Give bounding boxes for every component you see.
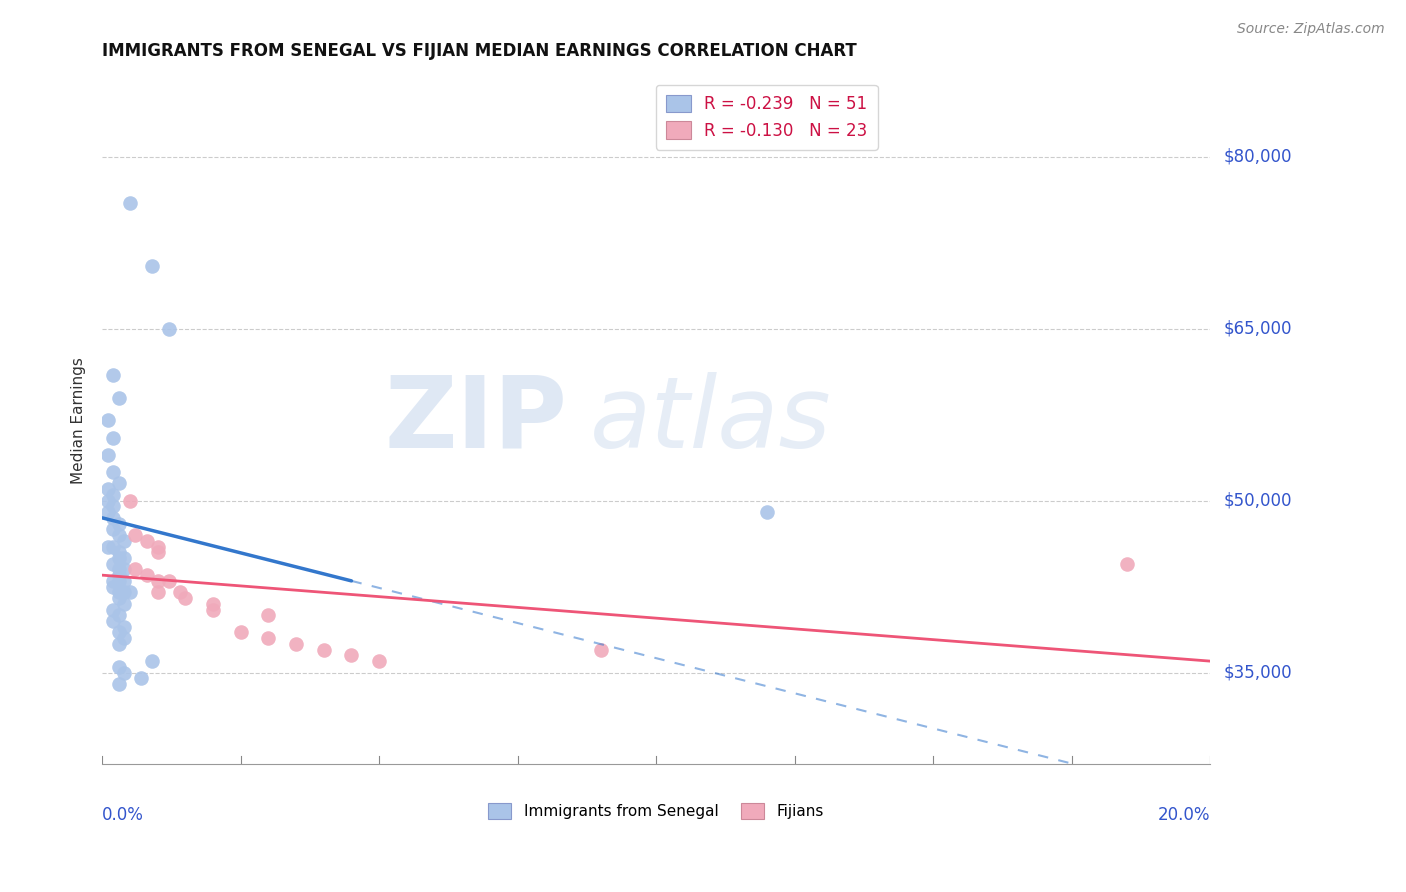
Point xyxy=(201,602,224,616)
Point xyxy=(589,642,612,657)
Point xyxy=(146,545,169,559)
Point xyxy=(112,620,135,634)
Point xyxy=(108,516,131,531)
Point xyxy=(108,562,131,576)
Point xyxy=(312,642,335,657)
Point xyxy=(108,660,131,674)
Point xyxy=(103,431,125,445)
Text: 0.0%: 0.0% xyxy=(103,805,143,823)
Point xyxy=(103,614,125,628)
Point xyxy=(97,413,120,427)
Point xyxy=(97,505,120,519)
Point xyxy=(108,551,131,566)
Text: Source: ZipAtlas.com: Source: ZipAtlas.com xyxy=(1237,22,1385,37)
Text: $65,000: $65,000 xyxy=(1225,319,1292,338)
Point xyxy=(108,637,131,651)
Point xyxy=(97,540,120,554)
Point xyxy=(201,597,224,611)
Point xyxy=(103,488,125,502)
Point xyxy=(103,522,125,536)
Point xyxy=(108,574,131,588)
Point xyxy=(103,500,125,514)
Point xyxy=(108,391,131,405)
Point xyxy=(157,574,180,588)
Point xyxy=(157,322,180,336)
Point xyxy=(108,545,131,559)
Point xyxy=(103,465,125,479)
Point xyxy=(108,625,131,640)
Legend: R = -0.239   N = 51, R = -0.130   N = 23: R = -0.239 N = 51, R = -0.130 N = 23 xyxy=(657,85,877,150)
Point xyxy=(103,602,125,616)
Point xyxy=(118,585,141,599)
Text: atlas: atlas xyxy=(589,372,831,469)
Point xyxy=(112,631,135,645)
Point xyxy=(124,528,146,542)
Text: $50,000: $50,000 xyxy=(1225,491,1292,509)
Point xyxy=(103,511,125,525)
Point xyxy=(257,608,280,623)
Point xyxy=(135,533,157,548)
Point xyxy=(108,476,131,491)
Point xyxy=(118,493,141,508)
Point xyxy=(112,574,135,588)
Point xyxy=(146,585,169,599)
Point xyxy=(103,580,125,594)
Point xyxy=(103,368,125,382)
Point xyxy=(108,568,131,582)
Text: IMMIGRANTS FROM SENEGAL VS FIJIAN MEDIAN EARNINGS CORRELATION CHART: IMMIGRANTS FROM SENEGAL VS FIJIAN MEDIAN… xyxy=(103,42,858,60)
Point xyxy=(340,648,363,663)
Point xyxy=(112,562,135,576)
Point xyxy=(755,505,778,519)
Point xyxy=(108,528,131,542)
Point xyxy=(112,551,135,566)
Point xyxy=(108,585,131,599)
Text: 20.0%: 20.0% xyxy=(1157,805,1211,823)
Point xyxy=(229,625,252,640)
Point xyxy=(141,259,163,273)
Point xyxy=(97,482,120,496)
Point xyxy=(174,591,197,605)
Point xyxy=(103,557,125,571)
Point xyxy=(108,608,131,623)
Point xyxy=(112,533,135,548)
Y-axis label: Median Earnings: Median Earnings xyxy=(72,357,86,483)
Point xyxy=(124,562,146,576)
Point xyxy=(368,654,391,668)
Point xyxy=(97,448,120,462)
Point xyxy=(169,585,191,599)
Point xyxy=(108,591,131,605)
Point xyxy=(103,540,125,554)
Point xyxy=(108,677,131,691)
Text: ZIP: ZIP xyxy=(385,372,568,469)
Text: $35,000: $35,000 xyxy=(1225,664,1292,681)
Text: $80,000: $80,000 xyxy=(1225,148,1292,166)
Point xyxy=(146,574,169,588)
Point xyxy=(1116,557,1139,571)
Point xyxy=(112,585,135,599)
Point xyxy=(97,493,120,508)
Point xyxy=(118,195,141,210)
Point xyxy=(103,574,125,588)
Point xyxy=(135,568,157,582)
Point xyxy=(112,597,135,611)
Point xyxy=(257,631,280,645)
Point xyxy=(146,540,169,554)
Point xyxy=(112,665,135,680)
Point xyxy=(285,637,308,651)
Point xyxy=(141,654,163,668)
Point xyxy=(129,671,152,685)
